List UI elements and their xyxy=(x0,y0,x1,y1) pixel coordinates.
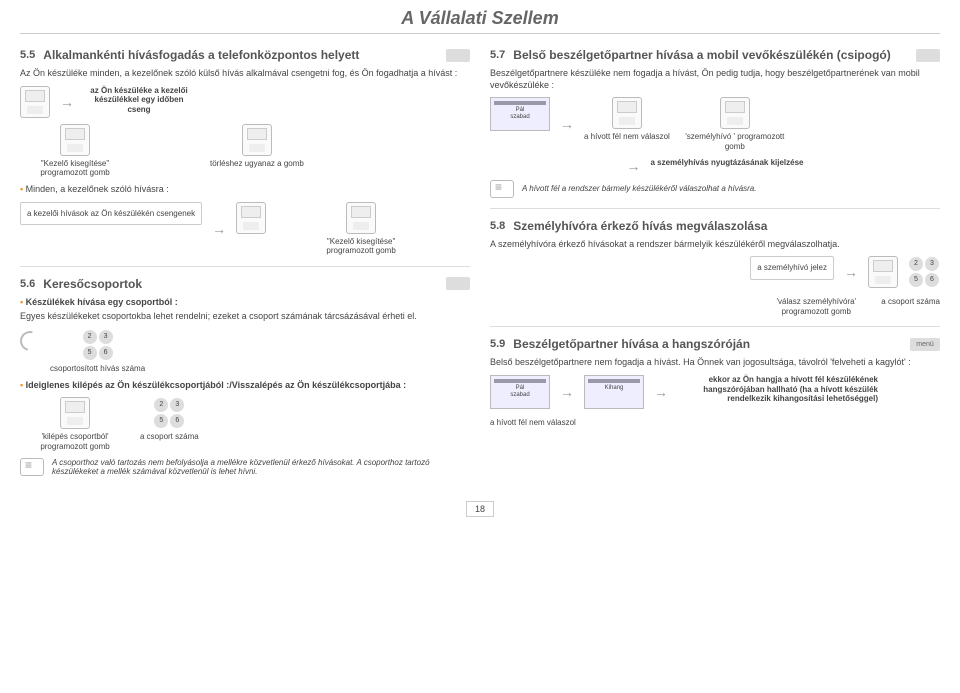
no-answer-label: a hívott fél nem válaszol xyxy=(584,132,670,142)
leave-group-heading: Ideiglenes kilépés az Ön készülékcsoport… xyxy=(26,380,406,390)
right-column: 5.7 Belső beszélgetőpartner hívása a mob… xyxy=(490,44,940,483)
keypad-icon xyxy=(20,86,50,118)
badge-icon xyxy=(446,49,470,62)
pager-signal-box: a személyhívó jelez xyxy=(750,256,834,280)
arrow-icon: → xyxy=(560,384,574,400)
arrow-icon: → xyxy=(627,158,641,174)
sec-5-7-title: Belső beszélgetőpartner hívása a mobil v… xyxy=(513,48,908,62)
pager-ack-label: a személyhívás nyugtázásának kijelzése xyxy=(651,158,804,168)
arrow-icon: → xyxy=(560,116,574,132)
sec-5-5-intro: Az Ön készüléke minden, a kezelőnek szól… xyxy=(20,68,470,80)
screen-display: Pál szabad xyxy=(490,375,550,409)
sec-5-9-title: Beszélgetőpartner hívása a hangszóróján xyxy=(513,337,902,351)
delete-btn-label: törléshez ugyanaz a gomb xyxy=(210,159,304,169)
sec-5-8-text: A személyhívóra érkező hívásokat a rends… xyxy=(490,239,940,251)
pager-btn-label: 'személyhívó ' programozott gomb xyxy=(680,132,790,151)
ring-box: a kezelői hívások az Ön készülékén cseng… xyxy=(20,202,202,226)
pager-answer-btn: 'válasz személyhívóra' programozott gomb xyxy=(761,297,871,316)
sec-5-7-intro: Beszélgetőpartnere készüléke nem fogadja… xyxy=(490,68,940,91)
sec-5-7-num: 5.7 xyxy=(490,49,505,61)
group-num-btn: a csoport száma xyxy=(140,432,199,442)
sec-5-6-num: 5.6 xyxy=(20,278,35,290)
pager-note: A hívott fél a rendszer bármely készülék… xyxy=(522,184,940,194)
arrow-icon: → xyxy=(212,221,226,237)
sec-5-5-sub: Minden, a kezelőnek szóló hívásra : xyxy=(26,184,169,194)
sec-5-9-num: 5.9 xyxy=(490,338,505,350)
phone-icon xyxy=(720,97,750,129)
phone-icon xyxy=(60,397,90,429)
note-icon xyxy=(20,458,44,476)
arrow-icon: → xyxy=(60,94,74,110)
no-answer-label-2: a hívott fél nem válaszol xyxy=(490,418,576,428)
sec-5-9-text: Belső beszélgetőpartnere nem fogadja a h… xyxy=(490,357,940,369)
ring-label: az Ön készüléke a kezelői készülékkel eg… xyxy=(84,86,194,115)
sec-5-8-title: Személyhívóra érkező hívás megválaszolás… xyxy=(513,219,940,233)
bullet-icon: • xyxy=(20,184,23,194)
left-column: 5.5 Alkalmankénti hívásfogadás a telefon… xyxy=(20,44,470,483)
phone-icon xyxy=(612,97,642,129)
group-num-label: csoportosított hívás száma xyxy=(50,364,145,374)
badge-icon xyxy=(446,277,470,290)
page-number: 18 xyxy=(466,501,494,517)
phone-icon xyxy=(868,256,898,288)
phone-icon xyxy=(346,202,376,234)
group-call-text: Egyes készülékeket csoportokba lehet ren… xyxy=(20,311,470,323)
sec-5-6-title: Keresőcsoportok xyxy=(43,277,438,291)
bullet-icon: • xyxy=(20,297,23,307)
phone-icon xyxy=(236,202,266,234)
screen-display: Pál szabad xyxy=(490,97,550,131)
page-title: A Vállalati Szellem xyxy=(20,0,940,34)
speaker-result: ekkor az Ön hangja a hívott fél készülék… xyxy=(678,375,878,404)
handset-icon xyxy=(20,329,40,353)
arrow-icon: → xyxy=(654,384,668,400)
group-call-heading: Készülékek hívása egy csoportból : xyxy=(26,297,178,307)
sec-5-5-num: 5.5 xyxy=(20,49,35,61)
screen-display: Kihang xyxy=(584,375,644,409)
bullet-icon: • xyxy=(20,380,23,390)
badge-icon xyxy=(916,49,940,62)
leave-group-btn: 'kilépés csoportból' programozott gomb xyxy=(20,432,130,451)
note-icon xyxy=(490,180,514,198)
group-num-label-2: a csoport száma xyxy=(881,297,940,307)
menu-badge: menü xyxy=(910,338,940,351)
group-note: A csoporthoz való tartozás nem befolyáso… xyxy=(52,458,470,477)
phone-icon xyxy=(242,124,272,156)
helper-btn-label: "Kezelő kisegítése" programozott gomb xyxy=(20,159,130,178)
sec-5-5-title: Alkalmankénti hívásfogadás a telefonközp… xyxy=(43,48,438,62)
phone-icon xyxy=(60,124,90,156)
sec-5-8-num: 5.8 xyxy=(490,220,505,232)
arrow-icon: → xyxy=(844,264,858,280)
helper-prog-label: "Kezelő kisegítése" programozott gomb xyxy=(306,237,416,256)
